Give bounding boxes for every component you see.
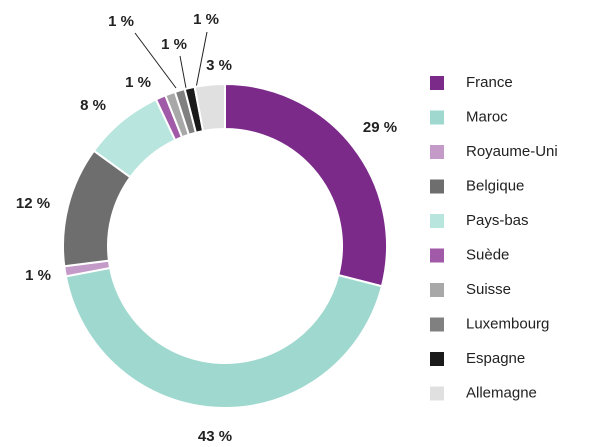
value-label: 1 %	[108, 13, 134, 30]
slice	[193, 82, 226, 133]
legend-label: Belgique	[466, 177, 524, 194]
legend-label: Allemagne	[466, 384, 537, 401]
value-label: 43 %	[198, 428, 232, 445]
legend-label: Suède	[466, 246, 509, 263]
slice	[64, 266, 384, 409]
value-label: 1 %	[25, 267, 51, 284]
legend-swatch	[430, 179, 444, 194]
legend-swatch	[430, 386, 444, 401]
legend-swatch	[430, 248, 444, 263]
legend-swatch	[430, 214, 444, 228]
legend-swatch	[430, 110, 444, 125]
leader-line	[134, 32, 177, 89]
legend-swatch	[430, 283, 444, 297]
legend-swatch	[430, 352, 444, 366]
legend-label: Maroc	[466, 108, 508, 125]
legend-label: Luxembourg	[466, 315, 549, 332]
value-label: 29 %	[363, 119, 397, 136]
legend-swatch	[430, 76, 444, 90]
value-label: 1 %	[161, 36, 187, 53]
slice	[224, 82, 388, 288]
value-label: 8 %	[80, 97, 106, 114]
legend-swatch	[430, 145, 444, 159]
legend-label: France	[466, 74, 513, 91]
leader-line	[179, 55, 187, 89]
legend-label: Espagne	[466, 350, 525, 367]
value-label: 12 %	[16, 195, 50, 212]
legend-label: Pays-bas	[466, 212, 529, 229]
legend-label: Suisse	[466, 281, 511, 298]
legend-label: Royaume-Uni	[466, 143, 558, 160]
value-label: 1 %	[125, 74, 151, 91]
leader-line	[195, 31, 208, 89]
legend-swatch	[430, 317, 444, 332]
value-label: 1 %	[193, 11, 219, 28]
value-label: 3 %	[206, 57, 232, 74]
